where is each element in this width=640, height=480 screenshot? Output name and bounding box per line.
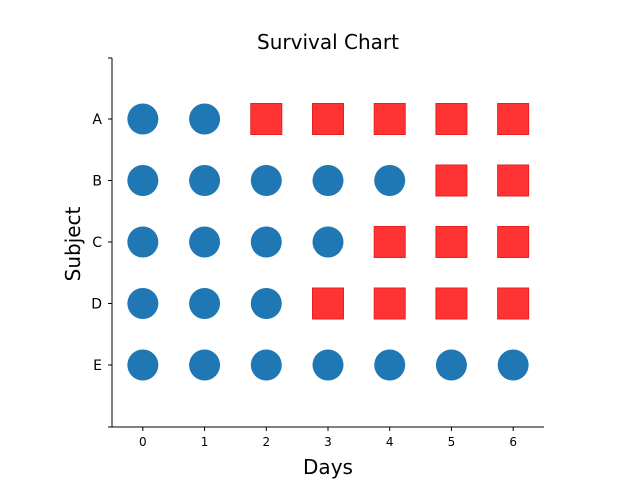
marker-dead-D-4 [373,287,406,320]
y-axis-label: Subject [61,206,85,281]
marker-alive-C-0 [127,226,159,258]
marker-alive-B-3 [312,165,344,196]
marker-alive-E-2 [250,349,282,381]
chart-marks [127,103,530,381]
marker-dead-D-5 [435,287,468,320]
marker-dead-B-6 [497,164,530,197]
marker-alive-E-4 [374,349,406,381]
marker-alive-B-2 [250,165,282,196]
chart-title: Survival Chart [257,30,399,54]
marker-alive-E-5 [435,349,467,381]
x-tick-label: 2 [262,435,270,449]
x-tick-label: 4 [386,435,394,449]
marker-dead-D-3 [312,287,344,320]
marker-alive-B-4 [374,165,406,196]
marker-alive-D-0 [127,288,159,319]
marker-dead-A-5 [435,103,468,135]
marker-alive-C-3 [312,226,344,258]
marker-alive-E-3 [312,349,344,381]
marker-alive-D-1 [189,288,221,319]
marker-dead-A-2 [250,103,283,135]
x-tick-label: 1 [201,435,209,449]
x-tick-label: 6 [509,435,517,449]
marker-dead-C-4 [373,226,406,258]
marker-dead-A-4 [373,103,406,135]
y-tick-label: B [92,174,102,190]
marker-alive-E-1 [189,349,221,381]
y-tick-label: E [93,358,102,374]
x-axis-label: Days [303,455,353,479]
marker-dead-A-6 [497,103,530,135]
marker-dead-B-5 [435,164,468,197]
marker-alive-E-0 [127,349,159,381]
x-tick-label: 0 [139,435,147,449]
marker-alive-E-6 [497,349,529,381]
y-axis-ticks: A B C D E [91,57,112,428]
marker-alive-B-0 [127,165,159,196]
y-tick-label: D [91,297,102,313]
marker-alive-C-1 [189,226,221,258]
x-tick-label: 5 [448,435,456,449]
marker-dead-C-6 [497,226,530,258]
marker-alive-A-0 [127,103,159,135]
x-tick-label: 3 [324,435,332,449]
x-axis-ticks: 0 1 2 3 4 5 6 [139,427,517,449]
marker-dead-D-6 [497,287,530,320]
marker-dead-C-5 [435,226,468,258]
marker-alive-D-2 [250,288,282,319]
y-tick-label: A [92,112,102,128]
marker-dead-A-3 [312,103,344,135]
marker-alive-C-2 [250,226,282,258]
marker-alive-B-1 [189,165,221,196]
marker-alive-A-1 [189,103,221,135]
y-tick-label: C [92,235,102,251]
